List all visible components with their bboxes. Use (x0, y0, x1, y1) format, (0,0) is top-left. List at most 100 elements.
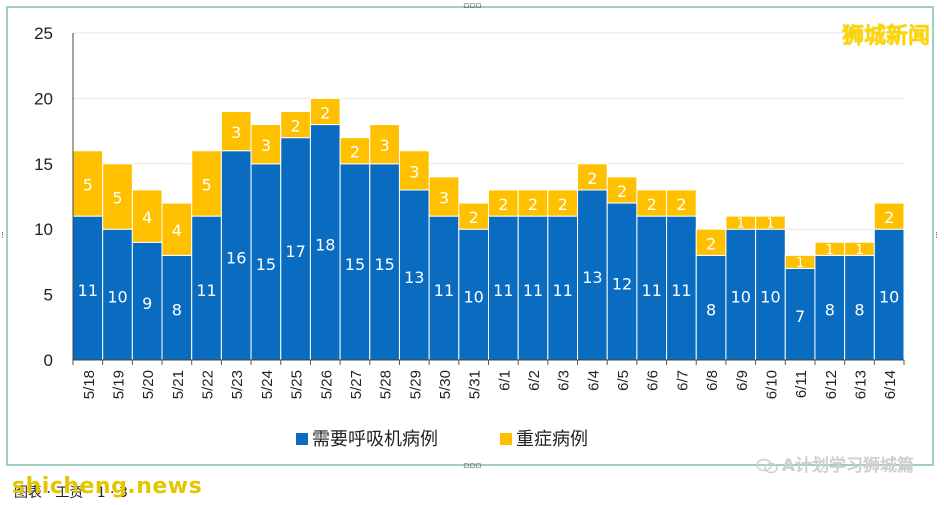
data-label-severe: 3 (231, 123, 241, 142)
data-label-severe: 3 (439, 189, 449, 208)
data-label-severe: 4 (142, 208, 152, 227)
bar-severe (695, 228, 727, 256)
data-label-severe: 1 (766, 217, 774, 232)
resize-handle-right[interactable]: ⁝ (935, 231, 938, 241)
bar-severe (547, 189, 579, 217)
data-label-severe: 2 (706, 234, 716, 253)
bottom-caption: 图表 · 工资 · 1 · 3 (14, 485, 128, 501)
bar-respiratory (428, 215, 460, 361)
watermark-account: A计划学习狮城篇 (756, 451, 914, 476)
y-tick-label: 10 (34, 220, 53, 239)
bar-respiratory (369, 163, 400, 361)
data-label-respiratory: 16 (226, 248, 246, 267)
bar-severe (666, 189, 697, 217)
data-label-respiratory: 18 (315, 235, 335, 254)
data-label-severe: 3 (380, 136, 390, 155)
x-tick-label: 6/10 (763, 370, 780, 399)
bar-respiratory (131, 241, 163, 361)
data-label-severe: 2 (498, 195, 508, 214)
x-tick-label: 6/12 (823, 370, 840, 399)
data-label-respiratory: 7 (795, 307, 805, 326)
y-tick-label: 25 (34, 24, 53, 43)
data-label-severe: 2 (884, 208, 894, 227)
data-label-respiratory: 15 (345, 255, 365, 274)
legend-label: 需要呼吸机病例 (312, 429, 438, 450)
bar-severe (309, 97, 341, 126)
data-label-respiratory: 11 (493, 281, 513, 300)
data-label-severe: 1 (796, 256, 804, 271)
data-label-severe: 1 (855, 243, 863, 258)
data-label-severe: 1 (826, 243, 834, 258)
x-tick-label: 6/11 (793, 370, 810, 398)
bar-severe (339, 137, 371, 165)
bar-severe (577, 163, 608, 191)
data-label-respiratory: 8 (825, 301, 835, 320)
data-label-severe: 2 (617, 182, 627, 201)
bar-severe (488, 189, 519, 217)
x-tick-label: 5/23 (229, 370, 246, 399)
bar-respiratory (784, 267, 816, 361)
data-label-respiratory: 11 (523, 281, 543, 300)
data-label-respiratory: 10 (760, 288, 780, 307)
watermark-account-label: A计划学习狮城篇 (781, 456, 914, 476)
bar-respiratory (191, 215, 222, 361)
bar-severe (398, 150, 430, 191)
x-tick-label: 5/19 (111, 370, 128, 399)
resize-handle-bottom[interactable]: ▫▫▫ (463, 461, 482, 471)
x-tick-label: 6/9 (734, 370, 751, 391)
x-tick-label: 6/4 (585, 370, 602, 391)
data-label-severe: 1 (737, 217, 745, 232)
data-label-respiratory: 11 (671, 281, 691, 300)
x-tick-label: 5/18 (81, 370, 98, 399)
data-label-severe: 2 (350, 143, 360, 162)
data-label-respiratory: 11 (78, 281, 98, 300)
bar-severe (220, 110, 252, 152)
data-label-severe: 2 (469, 208, 479, 227)
data-label-respiratory: 12 (612, 275, 632, 294)
resize-handle-top[interactable]: ▫▫▫ (463, 1, 482, 11)
bar-respiratory (488, 215, 519, 361)
legend: 需要呼吸机病例 重症病例 (296, 429, 588, 450)
x-tick-label: 6/14 (882, 370, 899, 399)
wechat-icon (756, 458, 778, 474)
data-label-respiratory: 11 (553, 281, 573, 300)
x-tick-label: 5/26 (318, 370, 335, 399)
data-label-severe: 4 (172, 221, 182, 240)
bar-respiratory (280, 137, 311, 361)
y-tick-label: 5 (44, 286, 53, 305)
data-label-respiratory: 13 (404, 268, 424, 287)
bar-severe (428, 176, 460, 217)
data-labels: 1151059484115163153172182152153133113102… (78, 103, 900, 326)
data-label-severe: 5 (83, 175, 93, 194)
brand-logo-text: 狮城新闻 (841, 24, 930, 49)
data-label-respiratory: 15 (256, 255, 276, 274)
data-label-severe: 2 (528, 195, 538, 214)
bar-respiratory (636, 215, 668, 361)
x-tick-label: 5/28 (378, 370, 395, 399)
bars (72, 97, 905, 361)
data-label-severe: 2 (558, 195, 568, 214)
data-label-respiratory: 10 (879, 288, 899, 307)
x-tick-label: 5/27 (348, 370, 365, 399)
data-label-severe: 3 (409, 162, 419, 181)
x-tick-label: 6/5 (615, 370, 632, 391)
data-label-respiratory: 8 (854, 301, 864, 320)
bar-severe (250, 124, 282, 165)
legend-swatch (296, 433, 308, 445)
x-tick-label: 6/13 (852, 370, 869, 399)
resize-handle-left[interactable]: ⁝ (1, 231, 4, 241)
x-tick-label: 5/31 (467, 370, 484, 399)
y-axis: 0 5 10 15 20 25 (34, 24, 74, 370)
x-tick-label: 5/25 (289, 370, 306, 399)
x-axis: 5/18 5/19 5/20 5/21 5/22 5/23 5/24 5/25 5/26 5/27… (72, 359, 905, 399)
bar-severe (606, 176, 638, 204)
bar-severe (191, 150, 222, 217)
bar-severe (755, 215, 786, 230)
bar-respiratory (339, 163, 371, 361)
x-tick-label: 5/29 (407, 370, 424, 399)
legend-label: 重症病例 (516, 429, 588, 450)
y-tick-label: 15 (34, 155, 53, 174)
x-tick-label: 6/2 (526, 370, 543, 391)
x-tick-label: 5/20 (140, 370, 157, 399)
bar-severe (458, 202, 490, 230)
